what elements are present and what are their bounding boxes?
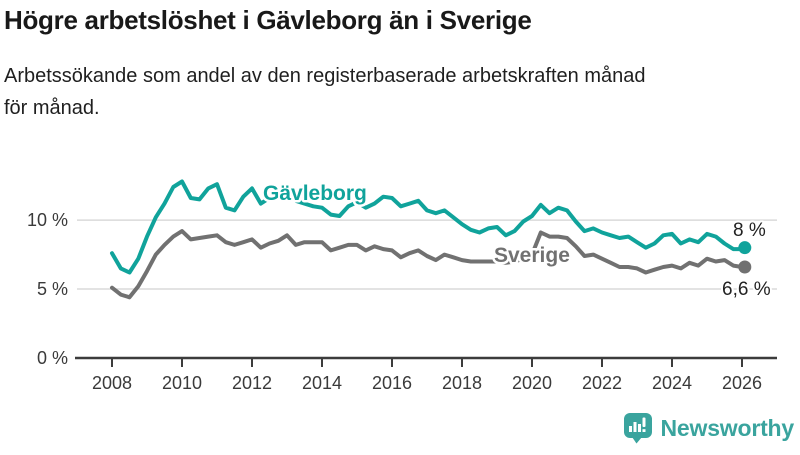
x-axis-tick-label: 2016 (372, 373, 412, 393)
x-axis-tick-label: 2026 (722, 373, 762, 393)
end-value-label-sverige: 6,6 % (722, 279, 771, 300)
x-axis-tick-label: 2022 (582, 373, 622, 393)
series-line-sverige (110, 229, 747, 300)
x-axis-tick-label: 2018 (442, 373, 482, 393)
x-axis-tick-label: 2008 (92, 373, 132, 393)
x-axis-tick-label: 2012 (232, 373, 272, 393)
series-label-sverige: Sverige (494, 244, 570, 267)
subtitle-line-1: Arbetssökande som andel av den registerb… (4, 65, 646, 87)
series-end-dot-sverige (738, 260, 752, 274)
chart-header: Högre arbetslöshet i Gävleborg än i Sver… (4, 4, 796, 124)
y-axis-tick-label: 5 % (37, 279, 68, 299)
chart-subtitle: Arbetssökande som andel av den registerb… (4, 60, 796, 124)
subtitle-line-2: för månad. (4, 97, 100, 119)
end-value-label-gavleborg: 8 % (733, 220, 766, 241)
y-axis-tick-label: 0 % (37, 348, 68, 368)
y-axis-tick-label: 10 % (27, 210, 68, 230)
newsworthy-bar-chart-bubble-icon (623, 413, 652, 444)
x-axis-tick-label: 2020 (512, 373, 552, 393)
newsworthy-logo: Newsworthy (623, 412, 794, 444)
page-title: Högre arbetslöshet i Gävleborg än i Sver… (4, 5, 532, 35)
newsworthy-logo-text: Newsworthy (660, 414, 795, 441)
series-end-dot-gavleborg (738, 241, 752, 255)
x-axis-tick-label: 2010 (162, 373, 202, 393)
series-line-gavleborg (110, 179, 747, 275)
x-axis-tick-label: 2024 (652, 373, 692, 393)
x-axis-tick-label: 2014 (302, 373, 342, 393)
series-label-gavleborg: Gävleborg (263, 182, 367, 205)
